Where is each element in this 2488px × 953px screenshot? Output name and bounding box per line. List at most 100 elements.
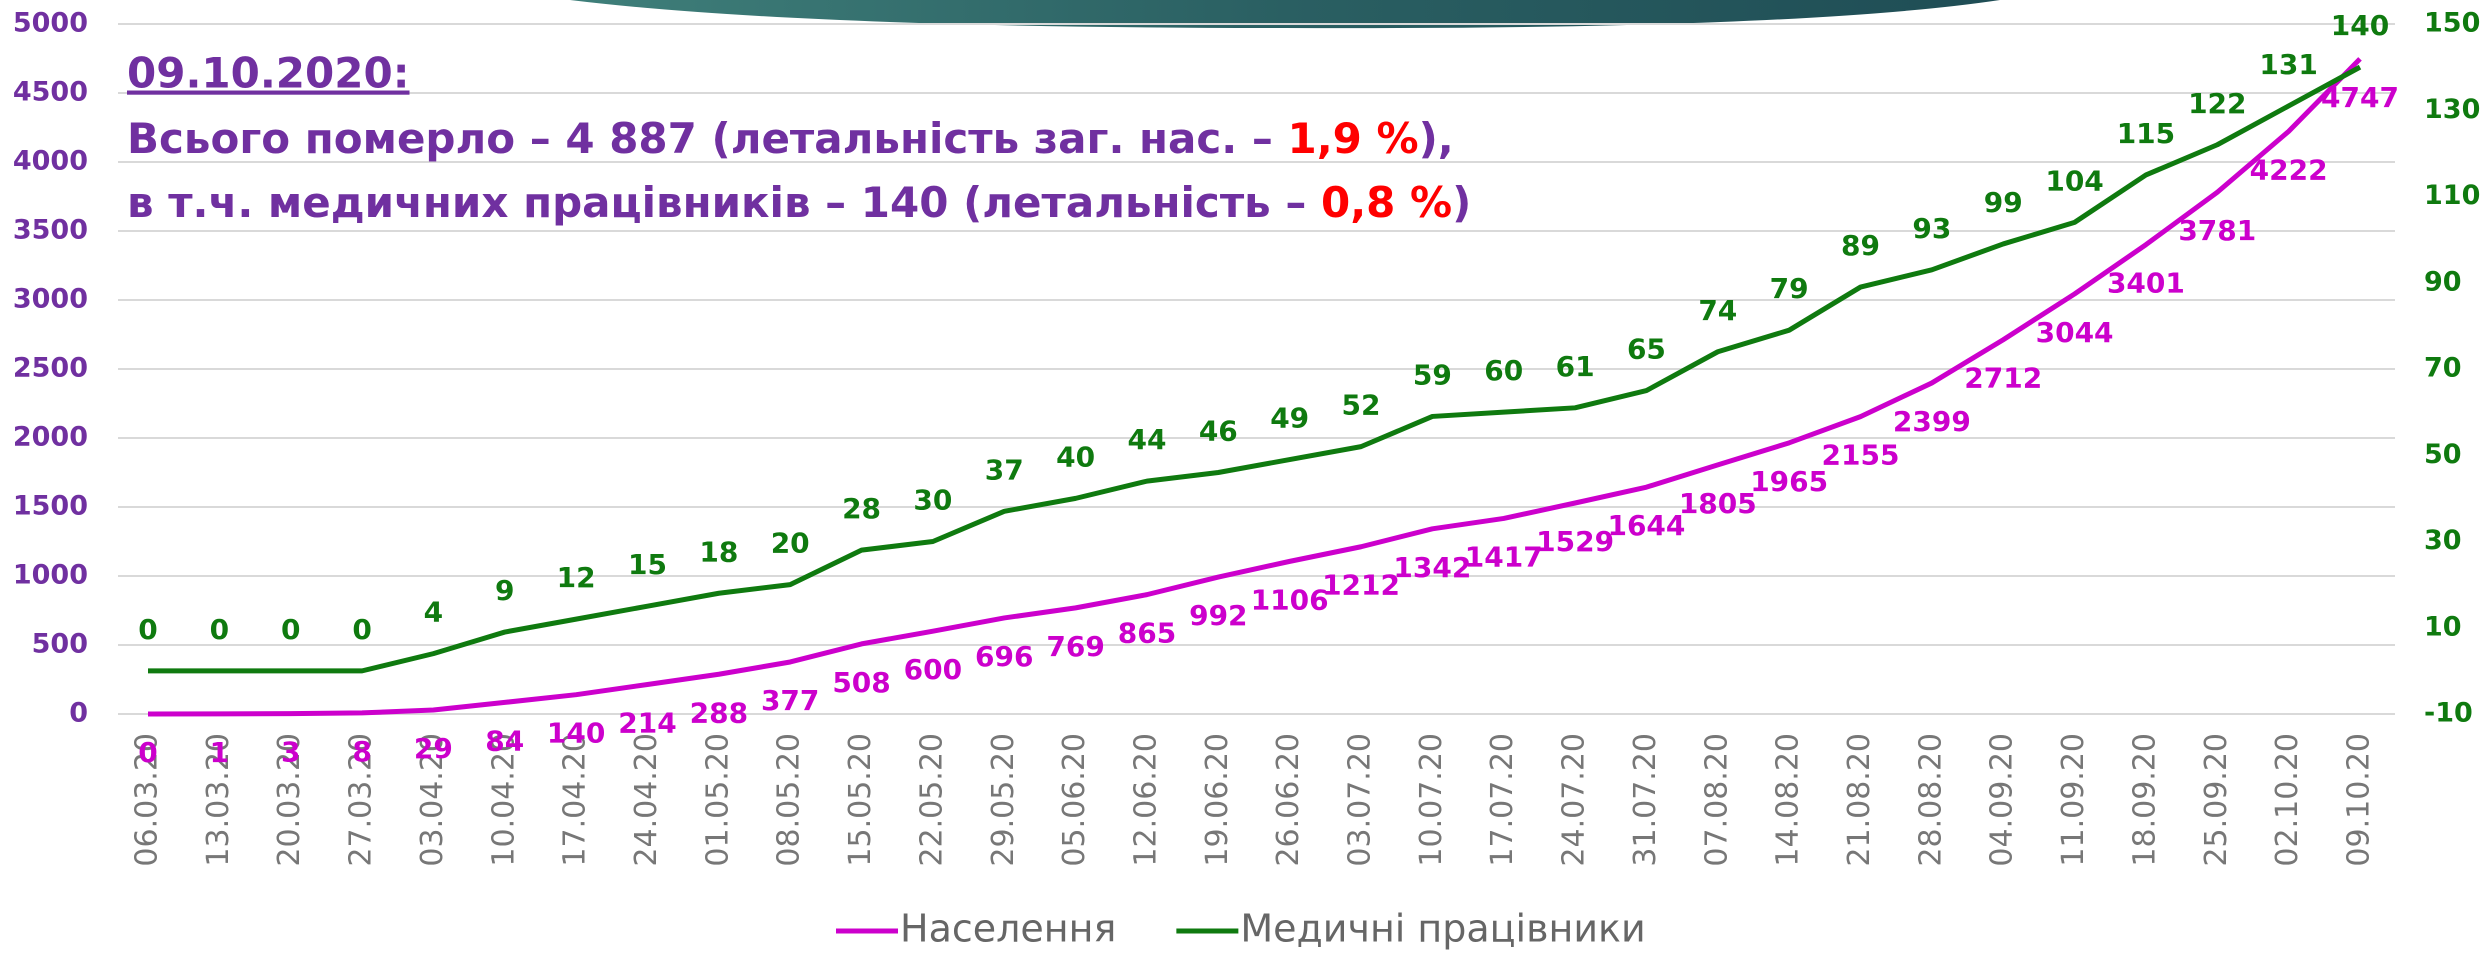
series-line <box>148 64 2362 674</box>
data-label: 1529 <box>1536 525 1614 558</box>
y-tick-label: 4500 <box>13 77 88 108</box>
x-tick-label: 31.07.20 <box>1628 733 1663 867</box>
x-tick-label: 19.06.20 <box>1200 733 1235 867</box>
x-tick-label: 02.10.20 <box>2270 733 2305 867</box>
y-tick-label: 4000 <box>13 146 88 177</box>
data-label: 600 <box>904 653 962 686</box>
data-label: 1644 <box>1607 509 1685 542</box>
title-highlight: 0,8 % <box>1321 178 1452 227</box>
y-tick-label: 500 <box>32 629 88 660</box>
x-tick-label: 10.07.20 <box>1414 733 1449 867</box>
data-label: 28 <box>842 492 881 525</box>
title-date: 09.10.2020: <box>127 49 410 98</box>
data-label: 696 <box>975 640 1033 673</box>
data-label: 104 <box>2045 164 2103 197</box>
data-label: 140 <box>2331 9 2389 42</box>
x-tick-label: 10.04.20 <box>486 733 521 867</box>
y2-tick-label: 130 <box>2424 94 2480 125</box>
data-label: 2712 <box>1964 362 2042 395</box>
data-label: 1 <box>210 736 229 769</box>
data-label: 1342 <box>1393 551 1471 584</box>
data-label: 61 <box>1556 350 1595 383</box>
title-line2: в т.ч. медичних працівників – 140 (летал… <box>127 178 1471 227</box>
data-label: 1106 <box>1251 583 1329 616</box>
data-label: 93 <box>1912 212 1951 245</box>
data-label: 59 <box>1413 358 1452 391</box>
data-label: 140 <box>547 717 605 750</box>
y-tick-label: 5000 <box>13 8 88 39</box>
data-label: 2399 <box>1893 405 1971 438</box>
x-tick-label: 09.10.20 <box>2342 733 2377 867</box>
x-tick-label: 28.08.20 <box>1913 733 1948 867</box>
data-label: 74 <box>1698 294 1737 327</box>
data-label: 4 <box>424 596 443 629</box>
header-band <box>570 0 2000 29</box>
data-label: 0 <box>138 736 157 769</box>
y-tick-label: 0 <box>69 698 88 729</box>
title-text: ), <box>1419 114 1454 163</box>
data-label: 131 <box>2259 48 2317 81</box>
title-text: в т.ч. медичних працівників – 140 (летал… <box>127 178 1321 227</box>
data-label: 865 <box>1118 617 1176 650</box>
y2-tick-label: 110 <box>2424 180 2480 211</box>
data-label: 99 <box>1984 186 2023 219</box>
y-tick-label: 1000 <box>13 560 88 591</box>
y-tick-label: 1500 <box>13 491 88 522</box>
data-label: 508 <box>832 666 890 699</box>
x-tick-label: 25.09.20 <box>2199 733 2234 867</box>
data-label: 4222 <box>2250 153 2328 186</box>
data-label: 20 <box>771 527 810 560</box>
data-label: 3 <box>281 736 300 769</box>
y2-tick-label: 30 <box>2424 525 2462 556</box>
data-label: 9 <box>495 574 514 607</box>
x-tick-label: 04.09.20 <box>1985 733 2020 867</box>
data-label: 0 <box>352 613 371 646</box>
data-label: 0 <box>281 613 300 646</box>
x-tick-label: 03.07.20 <box>1343 733 1378 867</box>
x-tick-label: 24.07.20 <box>1557 733 1592 867</box>
x-tick-label: 26.06.20 <box>1271 733 1306 867</box>
x-tick-label: 07.08.20 <box>1699 733 1734 867</box>
data-label: 29 <box>414 732 453 765</box>
legend-label: Медичні працівники <box>1240 907 1645 951</box>
title-text: ) <box>1452 178 1471 227</box>
data-label: 30 <box>913 484 952 517</box>
x-tick-label: 15.05.20 <box>843 733 878 867</box>
title-line1: Всього померло – 4 887 (летальність заг.… <box>127 114 1454 163</box>
x-tick-label: 12.06.20 <box>1128 733 1163 867</box>
data-label: 4747 <box>2321 81 2399 114</box>
data-label: 52 <box>1342 389 1381 422</box>
x-tick-label: 17.04.20 <box>558 733 593 867</box>
x-tick-label: 29.05.20 <box>986 733 1021 867</box>
title-highlight: 1,9 % <box>1288 114 1419 163</box>
x-tick-label: 18.09.20 <box>2127 733 2162 867</box>
data-label: 49 <box>1270 402 1309 435</box>
data-label: 0 <box>210 613 229 646</box>
data-label: 3401 <box>2107 267 2185 300</box>
data-label: 89 <box>1841 229 1880 262</box>
data-label: 46 <box>1199 415 1238 448</box>
data-label: 40 <box>1056 440 1095 473</box>
data-label: 12 <box>557 561 596 594</box>
data-label: 115 <box>2117 117 2175 150</box>
x-tick-label: 13.03.20 <box>201 733 236 867</box>
y2-tick-label: 10 <box>2424 611 2462 642</box>
y2-tick-label: 90 <box>2424 266 2462 297</box>
y-tick-label: 3000 <box>13 284 88 315</box>
data-label: 0 <box>138 613 157 646</box>
data-label: 377 <box>761 684 819 717</box>
title-text: Всього померло – 4 887 (летальність заг.… <box>127 114 1288 163</box>
x-tick-label: 17.07.20 <box>1485 733 1520 867</box>
data-label: 79 <box>1770 272 1809 305</box>
data-label: 214 <box>618 706 676 739</box>
x-tick-label: 05.06.20 <box>1057 733 1092 867</box>
x-tick-label: 24.04.20 <box>629 733 664 867</box>
data-label: 84 <box>485 724 524 757</box>
data-label: 65 <box>1627 333 1666 366</box>
y2-tick-label: 150 <box>2424 8 2480 39</box>
data-label: 2155 <box>1822 439 1900 472</box>
series-line <box>147 57 2362 717</box>
data-label: 37 <box>985 453 1024 486</box>
data-label: 122 <box>2188 87 2246 120</box>
